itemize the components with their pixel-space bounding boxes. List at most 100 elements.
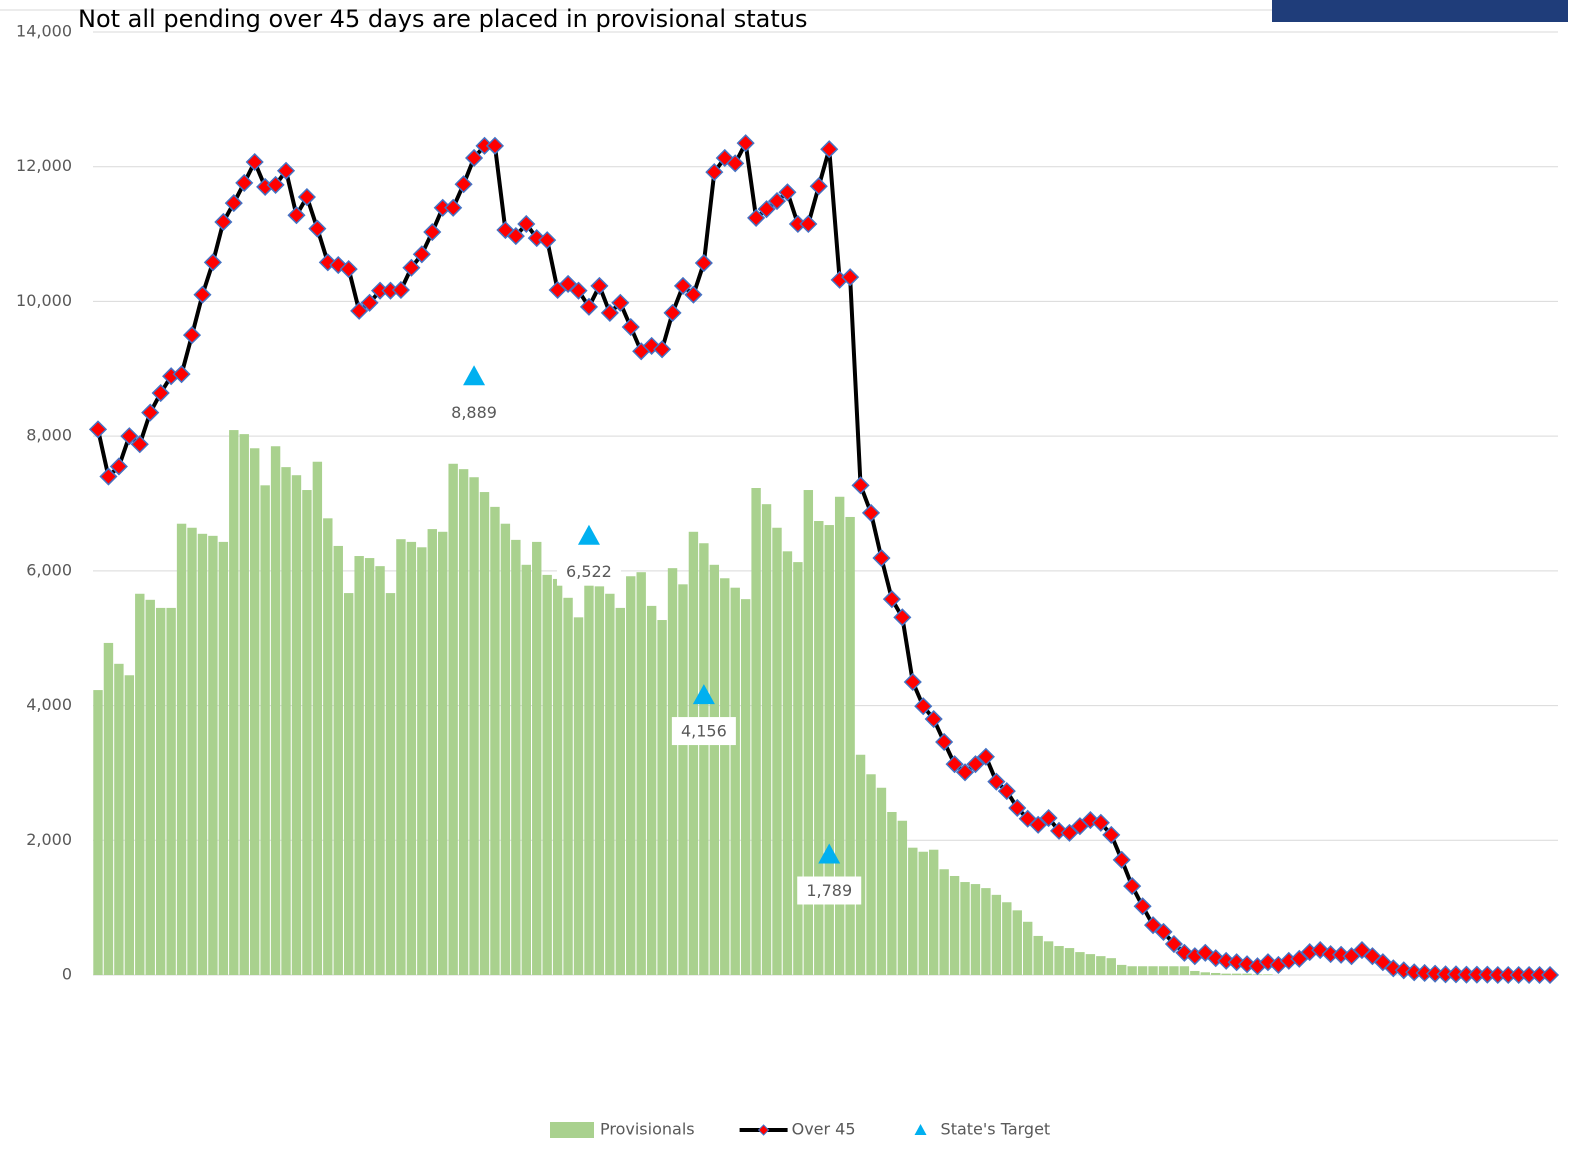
line-marker (569, 281, 588, 300)
bar (448, 463, 458, 975)
line-marker (214, 212, 233, 232)
line-marker (747, 208, 766, 227)
legend-marker (757, 1124, 770, 1136)
bar (928, 849, 939, 975)
bar (803, 490, 814, 975)
data-label: 6,522 (566, 562, 612, 581)
line-marker (914, 697, 933, 716)
bar (511, 539, 521, 975)
legend-swatch (550, 1122, 594, 1138)
line-marker (841, 268, 860, 287)
line-marker (872, 548, 891, 568)
bar (176, 523, 187, 975)
line-marker (757, 200, 776, 219)
bar (594, 586, 605, 975)
line-marker (726, 154, 745, 173)
line-marker (339, 260, 358, 279)
line-marker (412, 245, 431, 264)
y-tick-label: 10,000 (16, 291, 72, 310)
line-marker (976, 747, 995, 766)
bar (406, 541, 417, 975)
bar (709, 564, 720, 975)
bar (1075, 952, 1085, 975)
bar (636, 572, 646, 975)
bar (1085, 954, 1096, 975)
line-marker (851, 476, 870, 495)
line-marker (517, 214, 536, 234)
line-marker (1133, 897, 1152, 916)
bar (855, 754, 866, 975)
legend: Provisionals Over 45 State's Target (550, 1120, 1050, 1139)
line-marker (653, 340, 672, 359)
bar (364, 558, 375, 975)
line-marker (1540, 965, 1560, 985)
bar (458, 469, 469, 975)
bar (573, 617, 584, 975)
bar (1169, 966, 1179, 975)
bar (500, 523, 511, 975)
bar (239, 434, 249, 975)
target-marker (692, 684, 715, 705)
bar (208, 535, 218, 975)
line-marker (611, 293, 630, 312)
bar (772, 527, 782, 975)
line-marker (266, 175, 285, 194)
line-marker (276, 161, 296, 180)
line-marker (767, 192, 787, 211)
line-marker (360, 293, 379, 312)
line-marker (1049, 821, 1069, 840)
bar (678, 584, 688, 975)
bar (793, 562, 803, 975)
data-label: 1,789 (806, 881, 852, 900)
line-marker (997, 782, 1016, 801)
bar (615, 607, 626, 975)
line-marker (799, 214, 818, 234)
legend-label: Over 45 (792, 1120, 856, 1139)
line-marker (224, 194, 243, 213)
bar (939, 869, 949, 975)
line-marker (1175, 943, 1194, 962)
line-marker (120, 427, 139, 446)
label-box (797, 876, 862, 905)
bar (605, 593, 615, 975)
bar (866, 774, 876, 975)
bar (991, 894, 1002, 975)
bar (657, 620, 667, 975)
target-marker (818, 843, 841, 864)
bar (1054, 946, 1064, 975)
bar (1064, 948, 1075, 975)
line-marker (903, 672, 922, 692)
bar (626, 576, 636, 975)
bar (521, 564, 531, 975)
line-marker (1039, 808, 1058, 828)
bar (103, 642, 114, 975)
line-marker (1008, 798, 1027, 818)
bar (584, 580, 594, 975)
line-marker (579, 297, 599, 316)
line-marker (1102, 825, 1121, 844)
line-marker (245, 152, 264, 172)
bar (845, 516, 855, 975)
line-marker (1154, 922, 1173, 941)
bar (1190, 970, 1200, 975)
bar (740, 599, 751, 975)
bar (1221, 973, 1231, 975)
logo (1272, 0, 1568, 22)
line-marker (1091, 813, 1110, 832)
line-marker (559, 274, 578, 293)
line-marker (527, 229, 546, 248)
line-marker (402, 258, 421, 277)
line-marker (297, 187, 316, 207)
line-marker (736, 134, 755, 153)
line-marker (538, 231, 557, 250)
bar (720, 578, 730, 975)
line-marker (621, 317, 640, 337)
bar (1022, 921, 1033, 975)
bar (249, 448, 260, 975)
line-marker (924, 709, 943, 729)
bar (552, 578, 563, 975)
line-marker (673, 276, 693, 295)
line-marker (1332, 945, 1351, 964)
line-marker (151, 383, 170, 403)
bar (761, 504, 772, 975)
